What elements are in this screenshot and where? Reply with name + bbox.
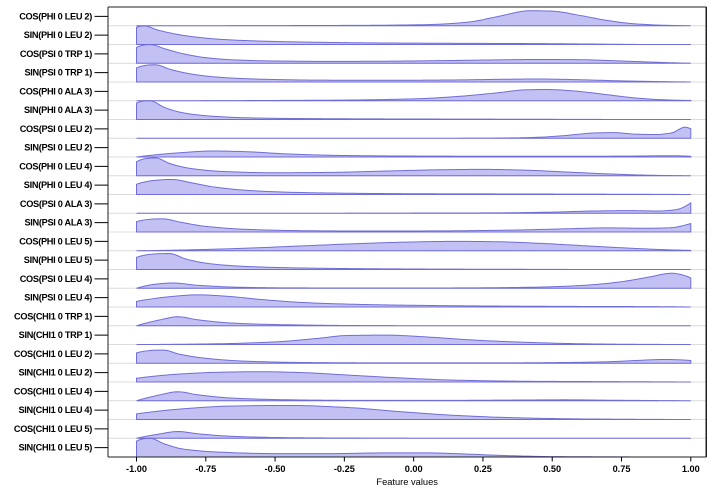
svg-text:SIN(PHI 0 LEU 4): SIN(PHI 0 LEU 4)	[24, 180, 92, 190]
svg-text:COS(PSI 0 LEU 4): COS(PSI 0 LEU 4)	[20, 274, 93, 284]
svg-text:0.25: 0.25	[474, 464, 492, 474]
svg-text:SIN(CHI1 0 LEU 2): SIN(CHI1 0 LEU 2)	[18, 368, 92, 378]
svg-text:SIN(CHI1 0 TRP 1): SIN(CHI1 0 TRP 1)	[19, 330, 93, 340]
svg-text:SIN(CHI1 0 LEU 5): SIN(CHI1 0 LEU 5)	[18, 443, 92, 453]
svg-text:COS(PHI 0 LEU 5): COS(PHI 0 LEU 5)	[19, 236, 92, 246]
svg-text:COS(CHI1 0 LEU 2): COS(CHI1 0 LEU 2)	[14, 349, 92, 359]
svg-text:COS(PHI 0 LEU 4): COS(PHI 0 LEU 4)	[19, 161, 92, 171]
svg-text:SIN(PSI 0 LEU 2): SIN(PSI 0 LEU 2)	[24, 143, 92, 153]
svg-text:COS(PHI 0 LEU 2): COS(PHI 0 LEU 2)	[19, 11, 92, 21]
svg-text:0.50: 0.50	[543, 464, 561, 474]
svg-text:-0.25: -0.25	[334, 464, 355, 474]
svg-text:COS(CHI1 0 LEU 5): COS(CHI1 0 LEU 5)	[14, 424, 92, 434]
svg-text:COS(CHI1 0 TRP 1): COS(CHI1 0 TRP 1)	[14, 311, 92, 321]
svg-text:SIN(PSI 0 LEU 4): SIN(PSI 0 LEU 4)	[24, 293, 92, 303]
svg-text:COS(CHI1 0 LEU 4): COS(CHI1 0 LEU 4)	[14, 386, 92, 396]
svg-text:SIN(CHI1 0 LEU 4): SIN(CHI1 0 LEU 4)	[18, 405, 92, 415]
svg-text:0.75: 0.75	[613, 464, 631, 474]
svg-text:COS(PSI 0 ALA 3): COS(PSI 0 ALA 3)	[20, 199, 92, 209]
svg-text:-0.75: -0.75	[195, 464, 216, 474]
svg-text:SIN(PHI 0 ALA 3): SIN(PHI 0 ALA 3)	[24, 105, 92, 115]
svg-text:COS(PSI 0 TRP 1): COS(PSI 0 TRP 1)	[20, 49, 92, 59]
svg-text:SIN(PSI 0 ALA 3): SIN(PSI 0 ALA 3)	[24, 218, 92, 228]
svg-text:-1.00: -1.00	[126, 464, 147, 474]
svg-text:COS(PHI 0 ALA 3): COS(PHI 0 ALA 3)	[19, 86, 92, 96]
svg-text:1.00: 1.00	[682, 464, 700, 474]
svg-text:-0.50: -0.50	[265, 464, 286, 474]
svg-text:Feature values: Feature values	[376, 477, 438, 487]
svg-text:0.00: 0.00	[405, 464, 423, 474]
svg-text:COS(PSI 0 LEU 2): COS(PSI 0 LEU 2)	[20, 124, 93, 134]
svg-text:SIN(PHI 0 LEU 5): SIN(PHI 0 LEU 5)	[24, 255, 92, 265]
svg-text:SIN(PHI 0 LEU 2): SIN(PHI 0 LEU 2)	[24, 30, 92, 40]
svg-text:SIN(PSI 0 TRP 1): SIN(PSI 0 TRP 1)	[24, 68, 92, 78]
